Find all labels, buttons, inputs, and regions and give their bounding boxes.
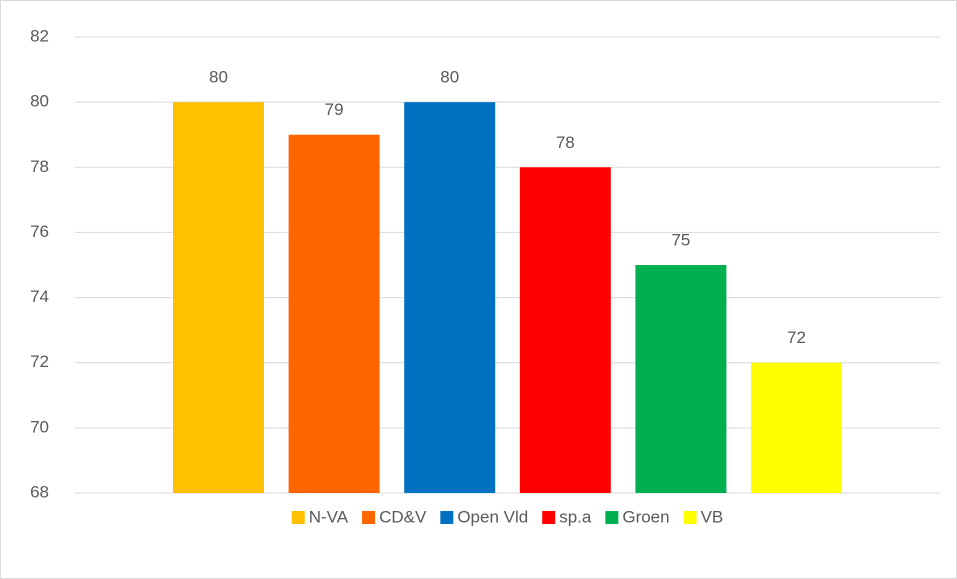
- data-label: 72: [787, 328, 806, 347]
- legend-label: Open Vld: [457, 507, 528, 526]
- bar: [519, 167, 611, 494]
- legend-swatch: [362, 511, 376, 524]
- bar: [751, 362, 842, 493]
- bar: [288, 134, 380, 493]
- y-tick-label: 82: [30, 26, 49, 45]
- bar: [173, 102, 264, 494]
- bar: [404, 102, 496, 494]
- legend-label: VB: [701, 507, 724, 526]
- data-label: 80: [440, 68, 459, 87]
- y-tick-label: 76: [30, 222, 49, 241]
- data-label: 80: [209, 68, 228, 87]
- legend-label: CD&V: [379, 507, 427, 526]
- data-label: 79: [325, 100, 344, 119]
- legend-label: N-VA: [309, 507, 349, 526]
- y-tick-label: 72: [30, 352, 49, 371]
- y-tick-label: 70: [30, 417, 49, 436]
- legend-swatch: [542, 511, 556, 524]
- data-label: 75: [671, 230, 690, 249]
- legend-swatch: [440, 511, 454, 524]
- legend-swatch: [683, 511, 697, 524]
- legend-swatch: [291, 511, 305, 524]
- bar: [635, 265, 727, 493]
- y-tick-label: 74: [30, 287, 49, 306]
- y-tick-label: 68: [30, 482, 49, 501]
- data-label: 78: [556, 133, 575, 152]
- y-tick-label: 78: [30, 157, 49, 176]
- y-tick-label: 80: [30, 92, 49, 111]
- legend-label: Groen: [622, 507, 669, 526]
- legend-label: sp.a: [559, 507, 592, 526]
- legend-swatch: [605, 511, 619, 524]
